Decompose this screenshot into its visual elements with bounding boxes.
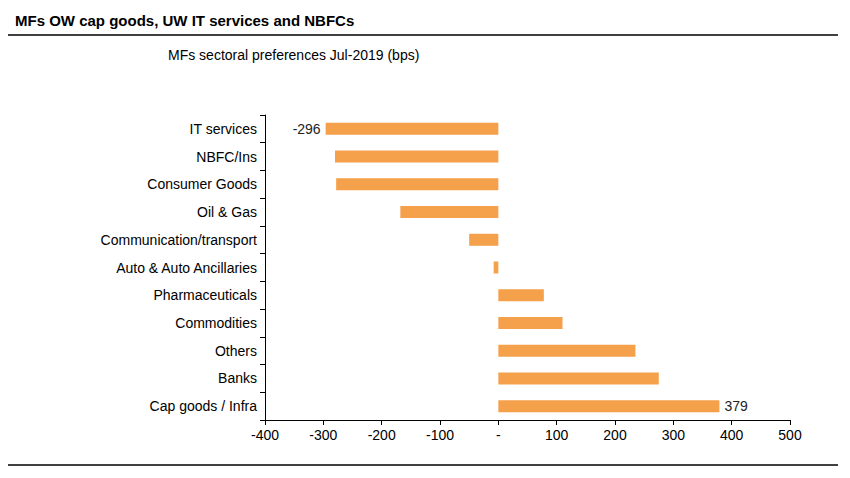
- svg-text:Oil & Gas: Oil & Gas: [197, 204, 257, 220]
- svg-text:-296: -296: [293, 121, 321, 137]
- svg-text:MFs OW cap goods, UW IT servic: MFs OW cap goods, UW IT services and NBF…: [15, 12, 354, 29]
- svg-text:Cap goods / Infra: Cap goods / Infra: [150, 398, 258, 414]
- svg-text:100: 100: [545, 427, 569, 443]
- svg-text:300: 300: [662, 427, 686, 443]
- svg-text:-400: -400: [251, 427, 279, 443]
- svg-text:Consumer Goods: Consumer Goods: [147, 176, 257, 192]
- svg-text:-200: -200: [368, 427, 396, 443]
- svg-text:-: -: [496, 427, 501, 443]
- svg-text:Commodities: Commodities: [175, 315, 257, 331]
- svg-text:500: 500: [778, 427, 802, 443]
- svg-text:Banks: Banks: [218, 370, 257, 386]
- svg-text:-300: -300: [309, 427, 337, 443]
- svg-text:MFs sectoral preferences Jul-2: MFs sectoral preferences Jul-2019 (bps): [168, 47, 419, 63]
- svg-text:IT services: IT services: [190, 121, 257, 137]
- svg-text:379: 379: [724, 398, 748, 414]
- svg-text:200: 200: [603, 427, 627, 443]
- svg-text:Auto & Auto Ancillaries: Auto & Auto Ancillaries: [116, 260, 257, 276]
- svg-text:Others: Others: [215, 343, 257, 359]
- svg-text:NBFC/Ins: NBFC/Ins: [196, 149, 257, 165]
- svg-text:Pharmaceuticals: Pharmaceuticals: [154, 287, 258, 303]
- svg-text:-100: -100: [426, 427, 454, 443]
- svg-text:Communication/transport: Communication/transport: [101, 232, 258, 248]
- svg-text:400: 400: [720, 427, 744, 443]
